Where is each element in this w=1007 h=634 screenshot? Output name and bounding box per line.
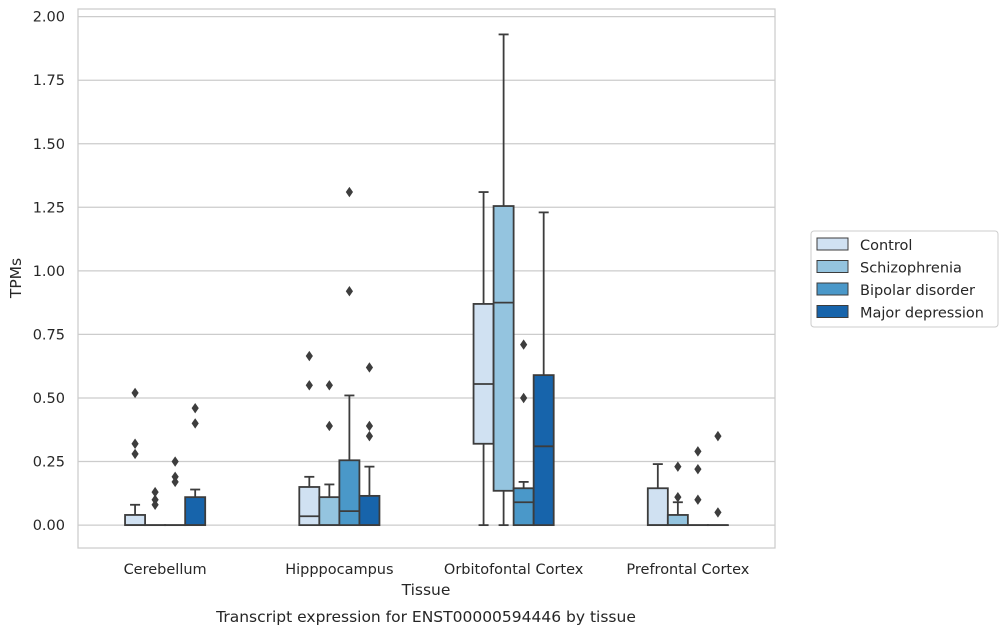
box-control [124,387,146,527]
legend-swatch [816,282,849,296]
outlier-point [131,448,139,460]
outlier-point [131,387,139,399]
legend: Control Schizophrenia Bipolar disorder Majo… [810,230,999,328]
y-tick-label: 0.00 [33,518,65,534]
grid-lines [78,16,775,526]
iqr-box [666,514,689,527]
y-tick-label: 0.50 [33,391,65,407]
box-schizophrenia [144,486,167,527]
outlier-point [520,392,528,404]
legend-label: Major depression [860,306,984,322]
iqr-box [472,303,495,445]
outlier-point [674,461,682,472]
outlier-point [151,486,159,498]
box-control [646,463,669,527]
iqr-box [298,486,321,527]
legend-label: Control [860,238,912,254]
outlier-point [131,438,139,449]
box-schizophrenia [318,380,341,527]
iqr-box [532,374,555,527]
outlier-point [714,430,722,442]
outlier-point [365,420,374,432]
outlier-point [171,456,179,467]
box-bipolar-disorder [338,186,361,527]
box-bipolar-disorder [164,456,187,527]
box-control [298,350,321,527]
legend-label: Bipolar disorder [860,283,975,299]
outlier-point [694,446,702,457]
outlier-point [305,350,313,362]
outlier-point [694,494,702,505]
box-schizophrenia [666,461,689,527]
iqr-box [358,494,381,527]
y-tick-label: 1.75 [33,73,65,89]
x-tick-label: Prefrontal Cortex [626,562,749,578]
figure-caption: Transcript expression for ENST0000059444… [215,608,636,626]
box-bipolar-disorder [512,339,535,527]
y-tick-label: 1.00 [33,264,65,280]
y-tick-label: 0.25 [33,455,65,471]
outlier-point [345,286,353,297]
legend-label: Schizophrenia [860,261,962,277]
iqr-box [512,487,535,527]
x-axis-title: Tissue [401,581,451,599]
outlier-point [674,491,682,503]
box-major-depression [184,402,207,527]
y-axis-title: TPMs [7,258,25,299]
iqr-box [646,487,669,527]
iqr-box [124,514,146,527]
plot-frame [77,8,776,549]
outlier-point [171,471,179,483]
y-tick-label: 1.50 [33,137,65,153]
x-tick-labels: Cerebellum Hipppocampus Orbitofontal Corte… [124,562,750,578]
outlier-point [345,186,353,198]
x-tick-label: Hipppocampus [285,562,393,578]
box-major-depression [358,362,381,527]
outlier-point [151,494,159,505]
outlier-point [714,507,722,518]
legend-swatch [816,305,849,318]
legend-swatch [816,260,849,273]
box-bipolar-disorder [686,446,709,527]
x-tick-label: Orbitofontal Cortex [444,562,584,578]
iqr-box [184,496,207,527]
y-tick-labels: 0.00 0.25 0.50 0.75 1.00 1.25 1.50 1.75 2.00 [33,10,65,534]
legend-swatch [816,237,849,251]
outlier-point [365,362,374,373]
y-tick-label: 2.00 [33,10,65,26]
x-tick-label: Cerebellum [124,562,207,578]
y-tick-label: 0.75 [33,327,65,343]
y-tick-label: 1.25 [33,200,65,216]
box-groups [124,33,729,527]
box-major-depression [532,211,555,527]
outlier-point [520,339,528,350]
iqr-box [492,205,515,492]
box-major-depression [707,430,729,527]
outlier-point [305,380,313,391]
outlier-point [694,463,702,475]
outlier-point [325,420,333,432]
iqr-box [318,496,341,527]
box-schizophrenia [492,33,515,527]
outlier-point [325,380,333,391]
iqr-box [338,459,361,527]
outlier-point [365,430,374,442]
legend-frame [810,230,999,328]
box-control [472,191,495,527]
outlier-point [191,402,199,414]
outlier-point [191,418,199,429]
